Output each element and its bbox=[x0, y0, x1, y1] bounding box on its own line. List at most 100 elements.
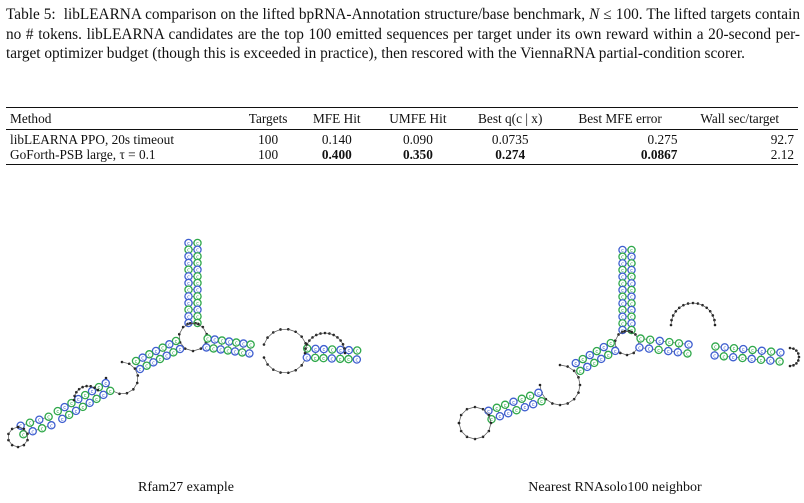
nucleotide-mark bbox=[775, 357, 784, 366]
nucleotide-mark bbox=[719, 352, 729, 361]
nucleotide-letter: c bbox=[219, 347, 222, 353]
nucleotide-mark bbox=[503, 408, 513, 418]
nucleotide-mark bbox=[335, 354, 345, 364]
loop-base-mark bbox=[566, 402, 569, 405]
nucleotide-mark bbox=[534, 388, 543, 398]
nucleotide-letter: c bbox=[686, 351, 689, 357]
cell-wall: 2.12 bbox=[770, 146, 794, 162]
nucleotide-letter: c bbox=[88, 401, 91, 407]
nucleotide-mark bbox=[92, 394, 101, 404]
nucleotide-letter: c bbox=[196, 261, 199, 267]
nucleotide-letter: c bbox=[678, 341, 681, 347]
nucleotide-letter: c bbox=[249, 343, 252, 349]
nucleotide-letter: c bbox=[322, 356, 325, 362]
nucleotide-letter: c bbox=[347, 348, 350, 354]
nucleotide-letter: c bbox=[687, 343, 690, 349]
loop-base-mark bbox=[682, 303, 685, 307]
cell-mfe-hit: 0.140 bbox=[321, 132, 352, 147]
nucleotide-letter: c bbox=[609, 341, 612, 347]
loop-base-mark bbox=[343, 347, 346, 350]
nucleotide-mark bbox=[106, 386, 115, 396]
loop-base-mark bbox=[189, 321, 192, 325]
nucleotide-mark bbox=[327, 354, 337, 363]
backbone-line bbox=[567, 398, 575, 404]
nucleotide-mark bbox=[78, 402, 88, 412]
cell-wall: 92.7 bbox=[770, 132, 794, 147]
nucleotide-letter: c bbox=[532, 402, 535, 408]
nucleotide-mark bbox=[336, 345, 345, 355]
nucleotide-letter: c bbox=[529, 394, 532, 400]
nucleotide-letter: c bbox=[248, 351, 251, 357]
nucleotide-letter: c bbox=[630, 261, 633, 267]
backbone-line bbox=[559, 403, 568, 406]
nucleotide-letter: c bbox=[187, 301, 190, 307]
nucleotide-letter: c bbox=[91, 389, 94, 395]
nucleotide-mark bbox=[509, 397, 518, 407]
nucleotide-mark bbox=[596, 354, 606, 364]
nucleotide-mark bbox=[635, 343, 644, 352]
loop-base-mark bbox=[294, 368, 297, 372]
nucleotide-mark bbox=[35, 415, 44, 424]
nucleotide-mark bbox=[492, 403, 502, 413]
loop-base-mark bbox=[104, 376, 108, 380]
nucleotide-letter: c bbox=[187, 314, 190, 320]
nucleotide-mark bbox=[495, 411, 505, 421]
backbone-line bbox=[179, 342, 186, 349]
nucleotide-letter: c bbox=[47, 415, 50, 421]
nucleotide-mark bbox=[585, 350, 595, 360]
backbone-line bbox=[578, 384, 581, 393]
nucleotide-mark bbox=[149, 358, 158, 367]
nucleotide-mark bbox=[757, 346, 767, 356]
nucleotide-letter: c bbox=[102, 393, 105, 399]
nucleotide-mark bbox=[776, 348, 785, 357]
nucleotide-letter: c bbox=[657, 348, 660, 354]
nucleotide-mark bbox=[525, 391, 535, 401]
nucleotide-letter: c bbox=[495, 406, 498, 412]
nucleotide-letter: c bbox=[586, 365, 589, 371]
cell-targets: 100 bbox=[258, 132, 279, 147]
loop-base-mark bbox=[797, 355, 801, 359]
nucleotide-letter: c bbox=[621, 255, 624, 261]
backbone-line bbox=[474, 436, 484, 440]
nucleotide-mark bbox=[528, 399, 538, 409]
nucleotide-letter: c bbox=[630, 321, 633, 327]
right-rna-structure: c cc cc cc cc cc cc cc cc cc cc cc ccccccccccccccccc… bbox=[457, 245, 801, 441]
nucleotide-letter: c bbox=[187, 281, 190, 287]
nucleotide-mark bbox=[571, 358, 581, 368]
nucleotide-letter: c bbox=[38, 418, 41, 424]
nucleotide-letter: c bbox=[187, 288, 190, 294]
nucleotide-mark bbox=[80, 390, 90, 400]
nucleotide-letter: c bbox=[95, 397, 98, 403]
nucleotide-letter: c bbox=[331, 348, 334, 354]
nucleotide-letter: c bbox=[187, 294, 190, 300]
nucleotide-mark bbox=[578, 354, 588, 364]
loop-base-mark bbox=[696, 302, 700, 305]
nucleotide-mark bbox=[246, 340, 255, 349]
nucleotide-mark bbox=[319, 344, 329, 354]
nucleotide-letter: c bbox=[355, 357, 358, 363]
loop-base-mark bbox=[459, 429, 463, 433]
nucleotide-letter: c bbox=[356, 349, 359, 355]
nucleotide-letter: c bbox=[751, 348, 754, 354]
nucleotide-mark bbox=[319, 353, 328, 363]
nucleotide-mark bbox=[756, 355, 766, 365]
loop-base-mark bbox=[465, 407, 469, 411]
nucleotide-letter: c bbox=[588, 353, 591, 359]
nucleotide-letter: c bbox=[614, 349, 617, 355]
nucleotide-letter: c bbox=[227, 348, 230, 354]
loop-base-mark bbox=[481, 435, 485, 439]
nucleotide-letter: c bbox=[630, 295, 633, 301]
nucleotide-letter: c bbox=[187, 268, 190, 274]
nucleotide-letter: c bbox=[581, 357, 584, 363]
loop-base-mark bbox=[201, 325, 205, 329]
nucleotide-letter: c bbox=[29, 421, 32, 427]
nucleotide-letter: c bbox=[504, 403, 507, 409]
nucleotide-letter: c bbox=[648, 347, 651, 353]
nucleotide-mark bbox=[512, 405, 521, 415]
left-rna-structure: c cc cc cc cc cc cc cc cc cc cc cc ccccccccccccccccc… bbox=[7, 238, 362, 449]
nucleotide-letter: c bbox=[19, 424, 22, 430]
backbone-line bbox=[192, 348, 201, 352]
nucleotide-letter: c bbox=[109, 389, 112, 395]
loop-base-mark bbox=[538, 383, 542, 387]
nucleotide-letter: c bbox=[187, 241, 190, 247]
